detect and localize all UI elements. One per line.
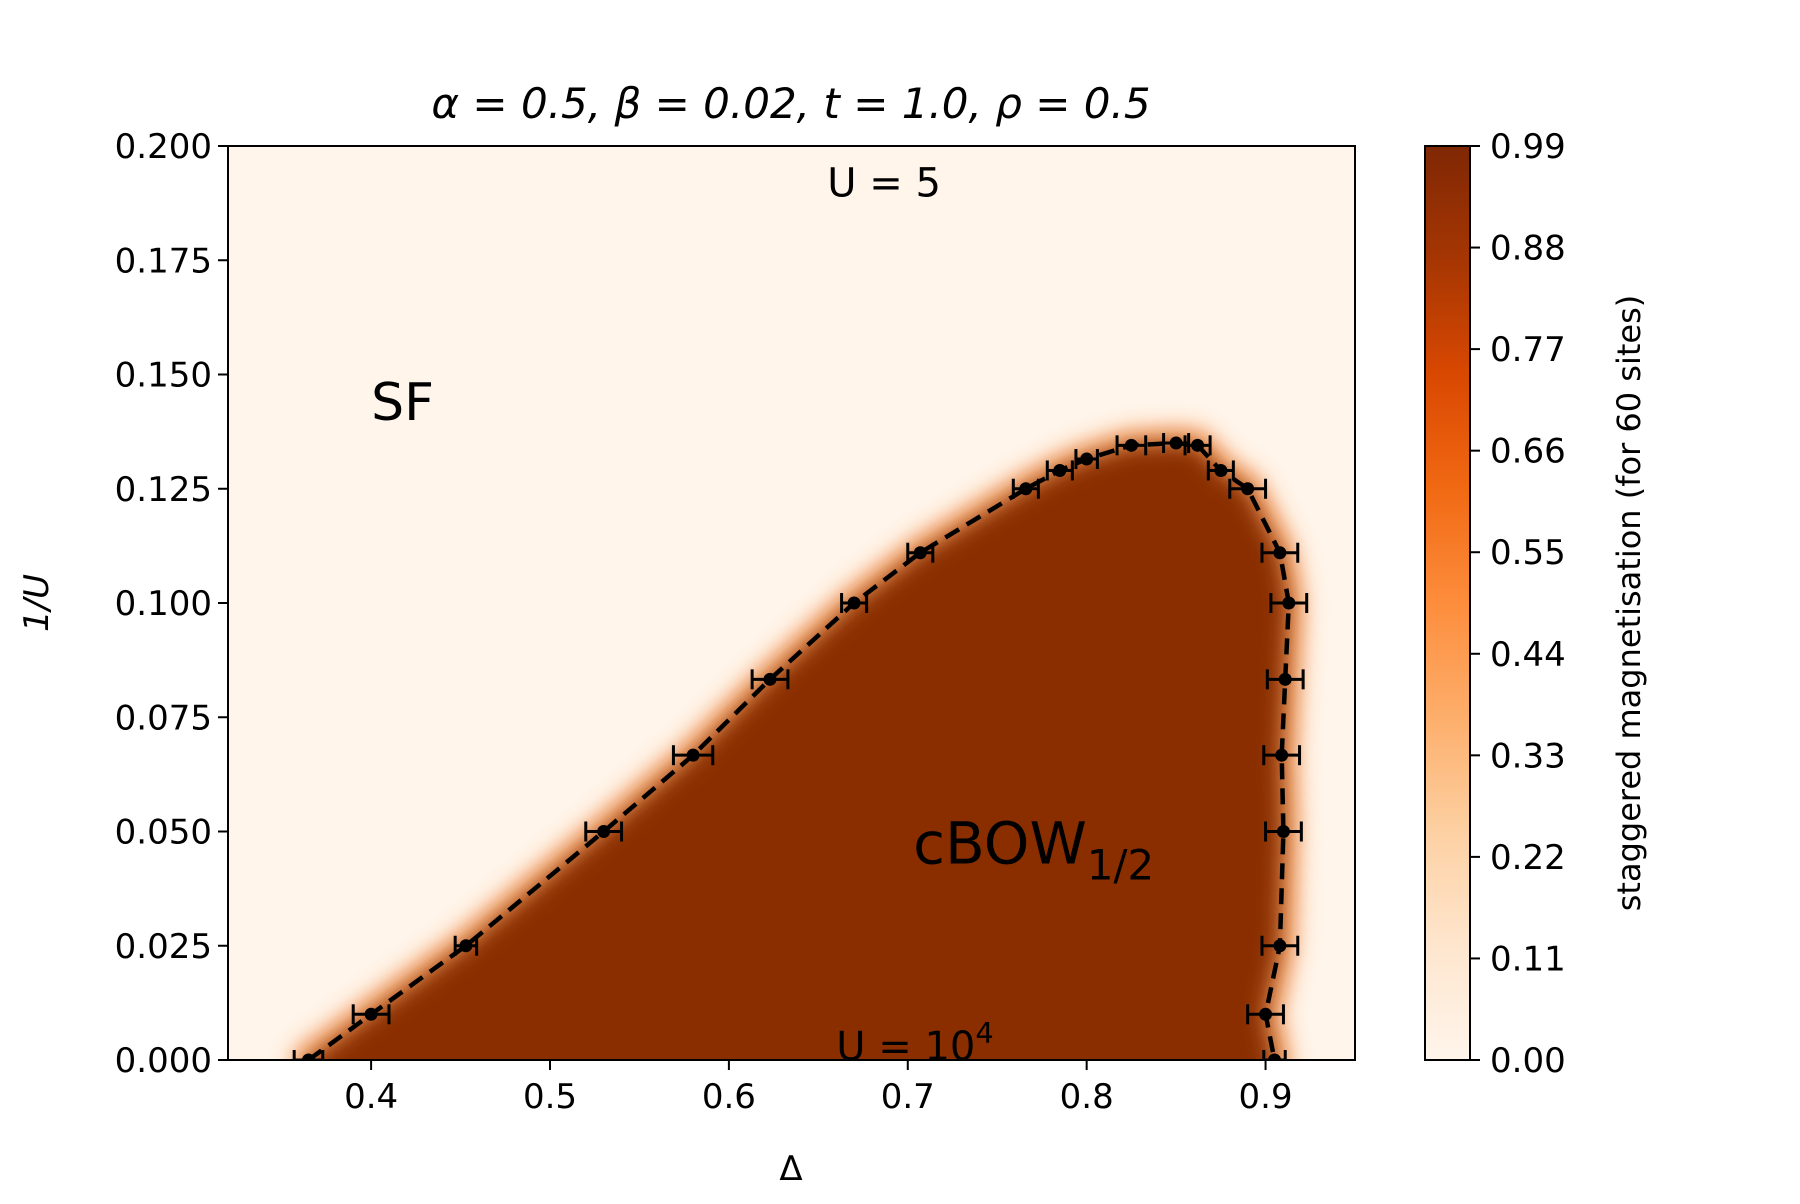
y-tick-label: 0.025 [115, 927, 212, 967]
boundary-point [1259, 1007, 1273, 1021]
colorbar-tick-label: 0.11 [1490, 939, 1566, 979]
x-tick-label: 0.7 [881, 1077, 935, 1117]
boundary-point [1214, 463, 1228, 477]
boundary-point [1273, 546, 1287, 560]
colorbar-tick-label: 0.44 [1490, 635, 1566, 675]
annotation-subscript: 1/2 [1087, 841, 1154, 890]
boundary-point [1276, 825, 1290, 838]
y-tick-label: 0.200 [115, 127, 212, 167]
boundary-point [1124, 438, 1138, 452]
boundary-point [913, 546, 927, 560]
boundary-point [364, 1007, 378, 1021]
boundary-point [1282, 596, 1296, 610]
boundary-point [459, 939, 473, 953]
colorbar-gradient [1424, 145, 1471, 1061]
colorbar-tick-label: 0.88 [1490, 229, 1566, 269]
boundary-point [1278, 672, 1292, 686]
colorbar-tick-label: 0.77 [1490, 330, 1566, 370]
colorbar-tick-label: 0.22 [1490, 838, 1566, 878]
y-tick-label: 0.075 [115, 698, 212, 738]
y-tick-label: 0.125 [115, 470, 212, 510]
boundary-point [1268, 1053, 1281, 1060]
y-tick-label: 0.150 [115, 356, 212, 396]
y-tick-label: 0.175 [115, 241, 212, 281]
boundary-point [686, 748, 700, 762]
x-tick-label: 0.6 [702, 1077, 756, 1117]
x-tick-label: 0.4 [344, 1077, 398, 1117]
annotation-text: SF [371, 373, 434, 433]
boundary-point [847, 596, 861, 610]
phase-boundary-line [307, 440, 1292, 1060]
y-tick-label: 0.100 [115, 584, 212, 624]
boundary-point [1080, 452, 1094, 466]
colorbar-tick-label: 0.66 [1490, 432, 1566, 472]
boundary-point [763, 672, 777, 686]
annotation-text: U = 5 [827, 160, 941, 206]
colorbar-ticks: 0.00 0.11 0.22 0.33 0.44 0.55 0.66 0.77 0.88 0.99 [1470, 127, 1566, 1081]
boundary-point [1273, 939, 1287, 953]
x-tick-label: 0.8 [1060, 1077, 1114, 1117]
colorbar-label: staggered magnetisation (for 60 sites) [1610, 295, 1648, 912]
ordered-phase-region [308, 443, 1289, 1060]
chart-title: α = 0.5, β = 0.02, t = 1.0, ρ = 0.5 [431, 79, 1150, 128]
y-axis-label: 1/U [17, 574, 57, 632]
boundary-point [1241, 482, 1255, 496]
boundary-points [302, 436, 1296, 1060]
colorbar-tick-label: 0.55 [1490, 533, 1566, 573]
y-axis-ticks: 0.000 0.025 0.050 0.075 0.100 0.125 0.150 0.175… [115, 127, 228, 1081]
boundary-point [1275, 748, 1289, 762]
boundary-point [302, 1053, 315, 1060]
colorbar-tick-label: 0.00 [1490, 1041, 1566, 1081]
annotation-text: U = 104 [836, 1016, 993, 1070]
x-tick-label: 0.9 [1239, 1077, 1293, 1117]
colorbar-tick-label: 0.99 [1490, 127, 1566, 167]
x-axis-label: Δ [779, 1149, 802, 1189]
y-tick-label: 0.000 [115, 1041, 212, 1081]
x-tick-label: 0.5 [523, 1077, 577, 1117]
boundary-point [597, 825, 611, 838]
x-axis-ticks: 0.4 0.5 0.6 0.7 0.8 0.9 [344, 1060, 1293, 1117]
boundary-point [1053, 463, 1067, 477]
y-tick-label: 0.050 [115, 813, 212, 853]
annotation-superscript: 4 [975, 1016, 993, 1050]
boundary-point [1019, 482, 1033, 496]
colorbar-tick-label: 0.33 [1490, 736, 1566, 776]
boundary-point [1169, 436, 1183, 450]
boundary-point [1191, 438, 1205, 452]
